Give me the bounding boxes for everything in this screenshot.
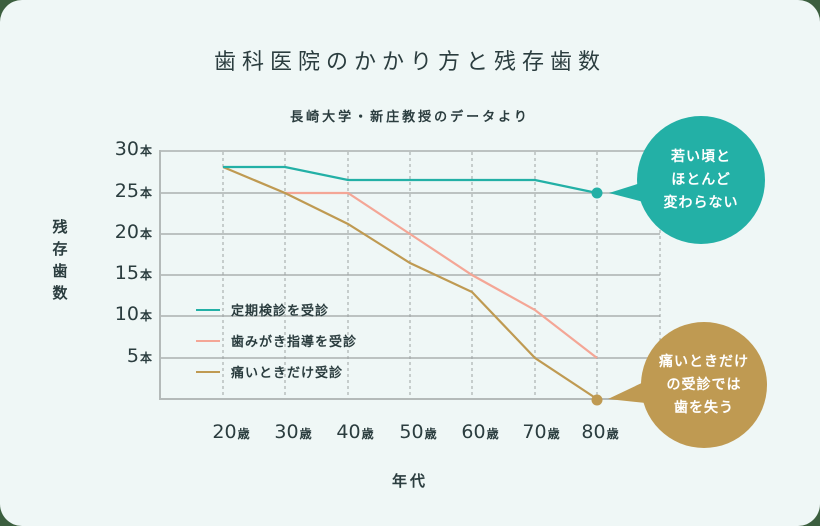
y-tick-25: 25本 [115, 180, 152, 202]
series-line-only-when-painful [222, 165, 598, 400]
x-tick-value: 80 [581, 421, 606, 443]
callout-line: 変わらない [663, 194, 739, 211]
x-tick-unit: 歳 [299, 427, 312, 441]
x-tick-unit: 歳 [361, 427, 374, 441]
legend-swatch-pink [196, 339, 220, 342]
legend-item-brushing-instruction: 歯みがき指導を受診 [196, 325, 357, 356]
y-axis-label: 残 存 歯 数 [50, 216, 70, 304]
x-tick-unit: 歳 [606, 427, 619, 441]
x-axis-label: 年代 [391, 472, 428, 490]
tan-endpoint-marker [591, 394, 603, 406]
x-tick-value: 40 [336, 421, 361, 443]
y-tick-30: 30本 [115, 138, 152, 160]
callout-line: 痛いときだけ [659, 353, 749, 370]
legend-item-regular-checkups: 定期検診を受診 [196, 294, 357, 325]
y-tick-unit: 本 [139, 351, 152, 365]
chart-subtitle: 長崎大学・新庄教授のデータより [290, 110, 530, 125]
y-tick-unit: 本 [139, 268, 152, 282]
legend-label: 定期検診を受診 [231, 304, 330, 319]
x-tick-50: 50歳 [399, 421, 436, 443]
legend-swatch-teal [196, 308, 220, 311]
y-tick-value: 15 [114, 262, 139, 284]
y-tick-unit: 本 [139, 144, 152, 158]
x-tick-40: 40歳 [336, 421, 373, 443]
x-tick-80: 80歳 [581, 421, 618, 443]
y-tick-value: 20 [114, 221, 139, 243]
chart-title: 歯科医院のかかり方と残存歯数 [213, 50, 606, 75]
y-tick-unit: 本 [139, 309, 152, 323]
x-tick-30: 30歳 [274, 421, 311, 443]
callout-bubble-teal: 若い頃と ほとんど 変わらない [637, 116, 765, 244]
x-tick-unit: 歳 [486, 427, 499, 441]
callout-line: の受診では [666, 376, 742, 393]
x-tick-70: 70歳 [522, 421, 559, 443]
y-axis-label-char: 残 [52, 218, 68, 236]
y-tick-value: 25 [114, 180, 139, 202]
y-tick-10: 10本 [115, 303, 152, 325]
y-tick-value: 5 [126, 345, 139, 367]
y-tick-unit: 本 [139, 227, 152, 241]
callout-line: 歯を失う [674, 399, 734, 416]
y-tick-unit: 本 [139, 186, 152, 200]
y-tick-15: 15本 [115, 262, 152, 284]
x-tick-value: 60 [461, 421, 486, 443]
legend-item-only-when-painful: 痛いときだけ受診 [196, 356, 357, 387]
x-tick-unit: 歳 [547, 427, 560, 441]
y-axis-label-char: 存 [52, 240, 68, 258]
callout-line: 若い頃と [671, 148, 731, 165]
x-tick-value: 20 [212, 421, 237, 443]
y-tick-value: 30 [114, 138, 139, 160]
x-tick-value: 30 [274, 421, 299, 443]
series-line-regular-checkups [223, 165, 598, 195]
y-tick-20: 20本 [115, 221, 152, 243]
teal-endpoint-marker [591, 187, 603, 199]
callout-line: ほとんど [671, 171, 731, 188]
x-tick-unit: 歳 [424, 427, 437, 441]
y-axis-label-char: 数 [52, 284, 68, 302]
x-tick-value: 70 [522, 421, 547, 443]
legend-label: 歯みがき指導を受診 [231, 335, 358, 350]
x-tick-20: 20歳 [212, 421, 249, 443]
y-tick-value: 10 [114, 303, 139, 325]
callout-bubble-tan: 痛いときだけ の受診では 歯を失う [641, 322, 767, 448]
x-tick-value: 50 [399, 421, 424, 443]
y-tick-5: 5本 [127, 345, 152, 367]
series-line-brushing-instruction [285, 191, 598, 359]
y-axis-label-char: 歯 [52, 262, 68, 280]
legend-swatch-tan [196, 370, 220, 373]
x-tick-unit: 歳 [237, 427, 250, 441]
x-tick-60: 60歳 [461, 421, 498, 443]
legend-label: 痛いときだけ受診 [231, 366, 344, 381]
chart-legend: 定期検診を受診 歯みがき指導を受診 痛いときだけ受診 [196, 294, 357, 387]
